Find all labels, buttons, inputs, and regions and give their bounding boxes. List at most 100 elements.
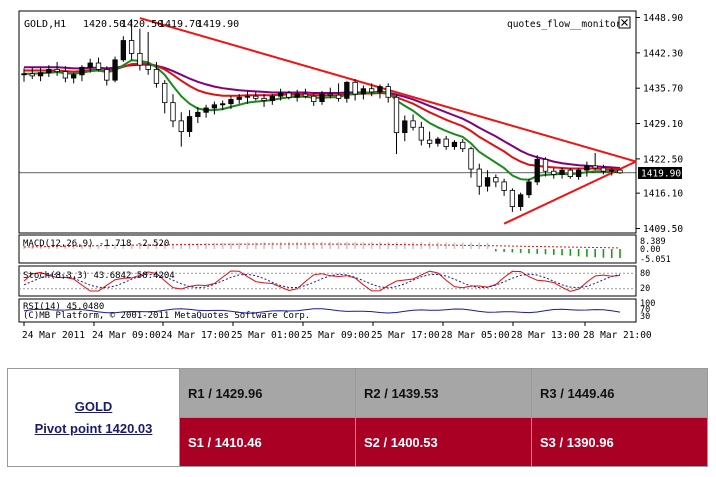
candle-body (460, 141, 466, 150)
price-tick-label: 1429.10 (643, 119, 683, 130)
stoch-signal-line (23, 273, 621, 289)
candle-body (269, 95, 275, 101)
pivot-table: GOLD Pivot point 1420.03 R1 / 1429.96 R2… (7, 368, 708, 467)
candle-body (451, 141, 458, 147)
candle (228, 96, 234, 110)
candle (335, 83, 342, 102)
candle (575, 167, 582, 180)
candle-body (170, 102, 176, 122)
r3-cell: R3 / 1449.46 (531, 368, 708, 418)
candle (294, 89, 300, 102)
candle (244, 90, 251, 104)
candle (178, 112, 184, 147)
candle (493, 174, 499, 188)
candle-body (277, 92, 284, 97)
candle-body (418, 126, 424, 141)
candle-body (128, 40, 135, 54)
candle (120, 36, 126, 62)
candle-body (95, 62, 102, 70)
candle-body (402, 120, 408, 134)
candle-body (534, 159, 540, 183)
candle (37, 67, 44, 82)
candle (311, 93, 317, 106)
candle (21, 68, 27, 82)
pivot-symbol: GOLD (74, 398, 113, 414)
candle-body (335, 94, 342, 99)
macd-histogram (23, 242, 621, 258)
r1-cell: R1 / 1429.96 (179, 368, 356, 418)
macd-panel (18, 234, 637, 264)
price-chart: 1448.90 1442.30 1435.70 1429.10 1422.50 1416.… (18, 10, 684, 341)
candle (592, 152, 598, 171)
candle-body (286, 92, 292, 98)
candle (104, 66, 110, 86)
candle (71, 72, 77, 84)
price-tick-label: 1435.70 (643, 84, 683, 95)
candle-body (120, 40, 126, 61)
candle (203, 104, 209, 118)
candle-body (62, 71, 69, 79)
candle-body (319, 93, 325, 102)
price-tick-label: 1422.50 (643, 154, 683, 165)
candle-body (426, 139, 433, 144)
candles (21, 19, 623, 212)
candle-body (352, 81, 358, 95)
candle-body (253, 95, 259, 99)
candle-body (21, 73, 27, 76)
resistance-row: GOLD Pivot point 1420.03 R1 / 1429.96 R2… (7, 368, 708, 467)
candle-body (178, 120, 184, 132)
candle (501, 178, 507, 196)
rsi-tick-100: 100 (640, 299, 655, 309)
candle (484, 170, 491, 192)
price-axis: 1448.90 1442.30 1435.70 1429.10 1422.50 1416.… (636, 13, 683, 235)
candle-body (468, 148, 474, 170)
candle (236, 94, 242, 104)
candle-body (29, 73, 35, 77)
stoch-panel (18, 265, 637, 297)
candle-body (153, 69, 160, 84)
candle (62, 66, 69, 83)
candle-body (54, 69, 60, 72)
candle (286, 90, 292, 100)
candle (269, 94, 275, 105)
candle (170, 94, 176, 128)
candle (302, 88, 309, 99)
candle (253, 91, 259, 101)
header-low: 1419.70 (159, 19, 201, 30)
indicator-close-icon[interactable] (618, 16, 631, 29)
price-tick-label: 1416.10 (643, 189, 683, 200)
s3-cell: S3 / 1390.96 (531, 417, 708, 467)
candle (443, 135, 449, 150)
macd-signal-line (23, 243, 621, 249)
candle-body (294, 93, 300, 98)
candle-body (369, 88, 375, 93)
candle-body (609, 169, 615, 172)
header-symbol: GOLD,H1 (24, 19, 66, 30)
rsi-tick-70: 70 (640, 305, 650, 315)
price-tick-label: 1442.30 (643, 48, 683, 59)
candle-body (559, 169, 565, 175)
candle (418, 121, 424, 146)
candle (410, 114, 416, 131)
candle (344, 81, 350, 103)
candle-body (71, 74, 77, 79)
candle-body (584, 165, 590, 171)
candle (327, 87, 333, 99)
candle (559, 167, 565, 179)
candle (360, 85, 367, 100)
time-tick-label: 24 Mar 09:00 (92, 330, 161, 341)
candle-body (435, 138, 441, 144)
candle (468, 146, 474, 178)
candle (54, 61, 60, 76)
pivot-point-value: Pivot point 1420.03 (34, 420, 153, 436)
time-tick-label: 28 Mar 13:00 (511, 330, 580, 341)
candle (46, 65, 52, 77)
stoch-tick-20: 20 (640, 284, 650, 294)
candle-body (344, 81, 350, 99)
candle-body (87, 62, 93, 68)
candle-body (484, 177, 491, 187)
candle-body (509, 190, 516, 207)
candle-body (410, 120, 416, 128)
price-tick-label: 1409.50 (643, 224, 683, 235)
candle (476, 163, 482, 195)
